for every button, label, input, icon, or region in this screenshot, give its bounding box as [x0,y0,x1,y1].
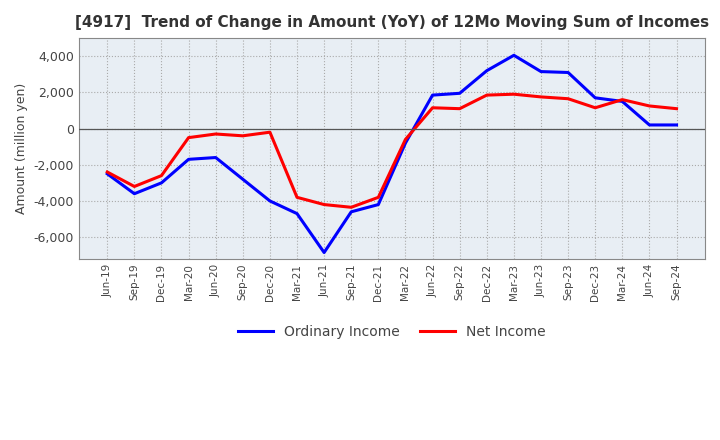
Net Income [455,106,464,111]
Net Income [564,96,572,101]
Ordinary Income [618,99,626,104]
Net Income [482,92,491,98]
Ordinary Income [130,191,139,196]
Ordinary Income [293,211,302,216]
Net Income [184,135,193,140]
Ordinary Income [510,53,518,58]
Title: [4917]  Trend of Change in Amount (YoY) of 12Mo Moving Sum of Incomes: [4917] Trend of Change in Amount (YoY) o… [75,15,709,30]
Ordinary Income [482,68,491,73]
Net Income [672,106,681,111]
Ordinary Income [103,171,112,176]
Ordinary Income [455,91,464,96]
Net Income [130,184,139,189]
Net Income [212,132,220,137]
Ordinary Income [347,209,356,214]
Net Income [320,202,328,207]
Line: Net Income: Net Income [107,94,677,207]
Ordinary Income [645,122,654,128]
Net Income [510,92,518,97]
Net Income [157,173,166,178]
Net Income [103,169,112,175]
Ordinary Income [536,69,545,74]
Ordinary Income [212,155,220,160]
Net Income [238,133,247,139]
Net Income [401,137,410,142]
Legend: Ordinary Income, Net Income: Ordinary Income, Net Income [233,319,552,345]
Ordinary Income [184,157,193,162]
Line: Ordinary Income: Ordinary Income [107,55,677,253]
Ordinary Income [428,92,437,98]
Net Income [536,94,545,99]
Net Income [591,105,600,110]
Ordinary Income [320,250,328,255]
Ordinary Income [238,176,247,182]
Ordinary Income [401,140,410,146]
Ordinary Income [157,180,166,186]
Net Income [266,129,274,135]
Net Income [374,194,382,200]
Ordinary Income [564,70,572,75]
Y-axis label: Amount (million yen): Amount (million yen) [15,83,28,214]
Ordinary Income [591,95,600,100]
Net Income [293,194,302,200]
Net Income [645,103,654,109]
Net Income [428,105,437,110]
Ordinary Income [374,202,382,207]
Net Income [347,205,356,210]
Ordinary Income [672,122,681,128]
Ordinary Income [266,198,274,204]
Net Income [618,97,626,102]
